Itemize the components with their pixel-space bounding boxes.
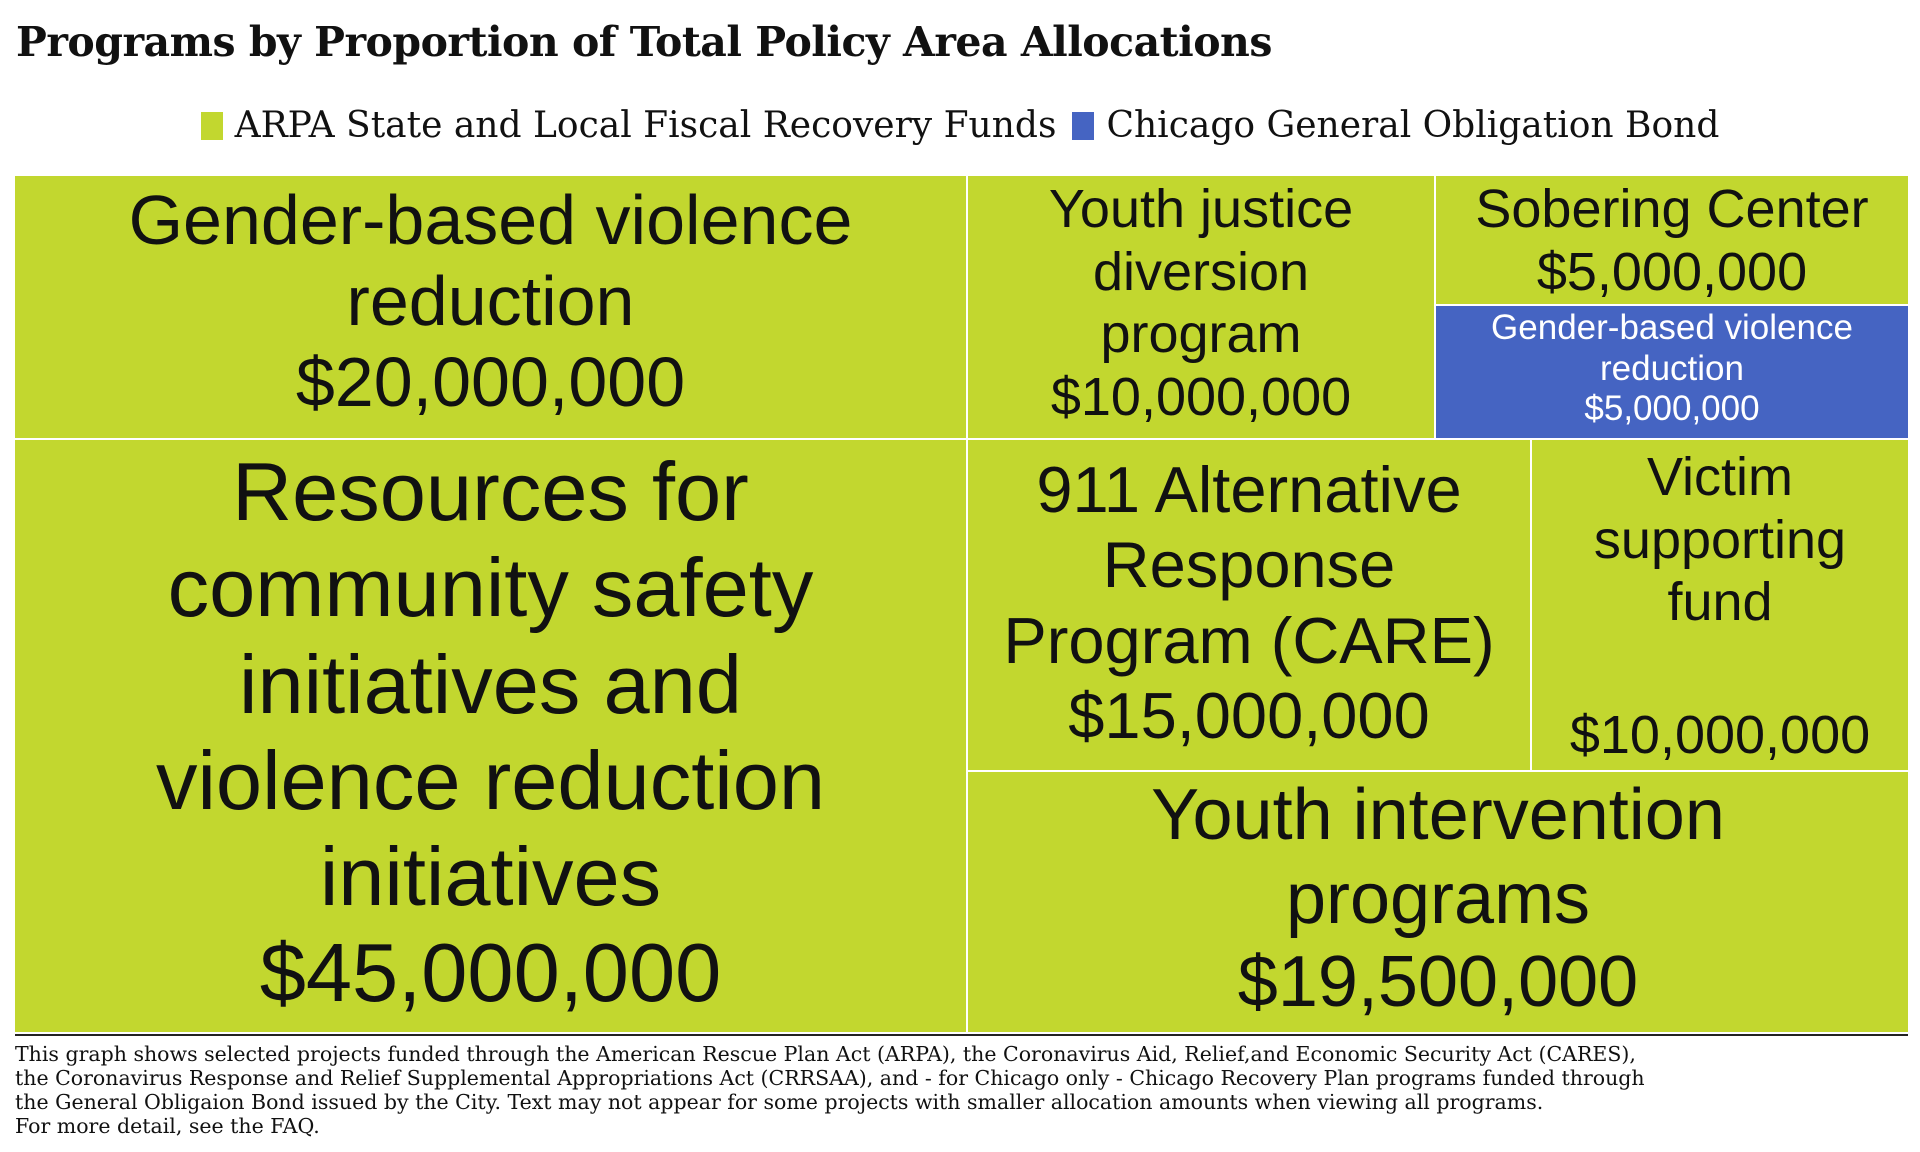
tile-label: fund xyxy=(1667,572,1773,633)
tile-label: Victim xyxy=(1646,447,1794,507)
tile-label: reduction xyxy=(346,262,635,341)
treemap-tile[interactable]: Victim supporting fund $10,000,000 xyxy=(1532,440,1908,770)
tile-value: $5,000,000 xyxy=(1536,241,1808,302)
tile-label: Gender-based violence xyxy=(1491,308,1853,347)
tile-value: $45,000,000 xyxy=(259,926,722,1020)
treemap-tile[interactable]: Youth intervention programs $19,500,000 xyxy=(968,772,1908,1032)
tile-label: initiatives xyxy=(319,830,662,924)
legend-swatch-go-bond xyxy=(1072,111,1095,140)
legend-label-go-bond: Chicago General Obligation Bond xyxy=(1106,105,1720,146)
treemap-tile[interactable]: 911 Alternative Response Program (CARE) $15… xyxy=(968,440,1530,770)
legend: ARPA State and Local Fiscal Recovery Fun… xyxy=(0,105,1920,146)
tile-value: $5,000,000 xyxy=(1584,389,1760,429)
legend-item-arpa[interactable]: ARPA State and Local Fiscal Recovery Fun… xyxy=(200,105,1057,146)
tile-value: $19,500,000 xyxy=(1237,942,1639,1023)
tile-label: Program (CARE) xyxy=(1003,603,1495,677)
tile-label: initiatives and xyxy=(239,637,742,731)
tile-label: Gender-based violence xyxy=(128,181,853,259)
legend-label-arpa: ARPA State and Local Fiscal Recovery Fun… xyxy=(234,105,1057,146)
treemap-tile[interactable]: Sobering Center $5,000,000 xyxy=(1436,176,1908,304)
treemap-tile[interactable]: Resources for community safety initiatives… xyxy=(15,440,966,1032)
footnote-line: the General Obligaion Bond issued by the… xyxy=(15,1090,1544,1114)
tile-label: 911 Alternative xyxy=(1036,453,1462,526)
tile-label: supporting xyxy=(1593,509,1847,570)
tile-value: $15,000,000 xyxy=(1068,679,1430,753)
footnote: This graph shows selected projects funde… xyxy=(15,1042,1905,1138)
footnote-line: For more detail, see the FAQ. xyxy=(15,1114,320,1138)
tile-label: programs xyxy=(1285,858,1591,939)
treemap: Gender-based violence reduction $20,000,00… xyxy=(15,176,1908,1032)
footnote-line: the Coronavirus Response and Relief Supp… xyxy=(15,1066,1645,1090)
treemap-tile[interactable]: Gender-based violence reduction $20,000,00… xyxy=(15,176,966,438)
tile-label: program xyxy=(1100,304,1302,365)
tile-value: $10,000,000 xyxy=(1569,704,1871,765)
tile-label: Youth justice xyxy=(1048,179,1354,239)
tile-label: Response xyxy=(1102,528,1396,602)
tile-label: Youth intervention xyxy=(1151,775,1725,855)
tile-label: reduction xyxy=(1600,348,1744,388)
footnote-divider xyxy=(15,1034,1908,1036)
legend-swatch-arpa xyxy=(200,111,223,140)
tile-label: community safety xyxy=(167,541,814,635)
chart-title: Programs by Proportion of Total Policy A… xyxy=(16,18,1272,66)
tile-label: diversion xyxy=(1092,241,1310,302)
tile-value: $20,000,000 xyxy=(295,343,686,422)
tile-label: violence reduction xyxy=(155,733,826,827)
tile-label: Resources for xyxy=(232,445,749,538)
legend-item-go-bond[interactable]: Chicago General Obligation Bond xyxy=(1072,105,1719,146)
treemap-tile[interactable]: Gender-based violence reduction $5,000,000 xyxy=(1436,306,1908,438)
treemap-tile[interactable]: Youth justice diversion program $10,000,000 xyxy=(968,176,1434,438)
tile-value: $10,000,000 xyxy=(1050,366,1352,427)
tile-label: Sobering Center xyxy=(1475,179,1869,239)
footnote-line: This graph shows selected projects funde… xyxy=(15,1042,1636,1066)
